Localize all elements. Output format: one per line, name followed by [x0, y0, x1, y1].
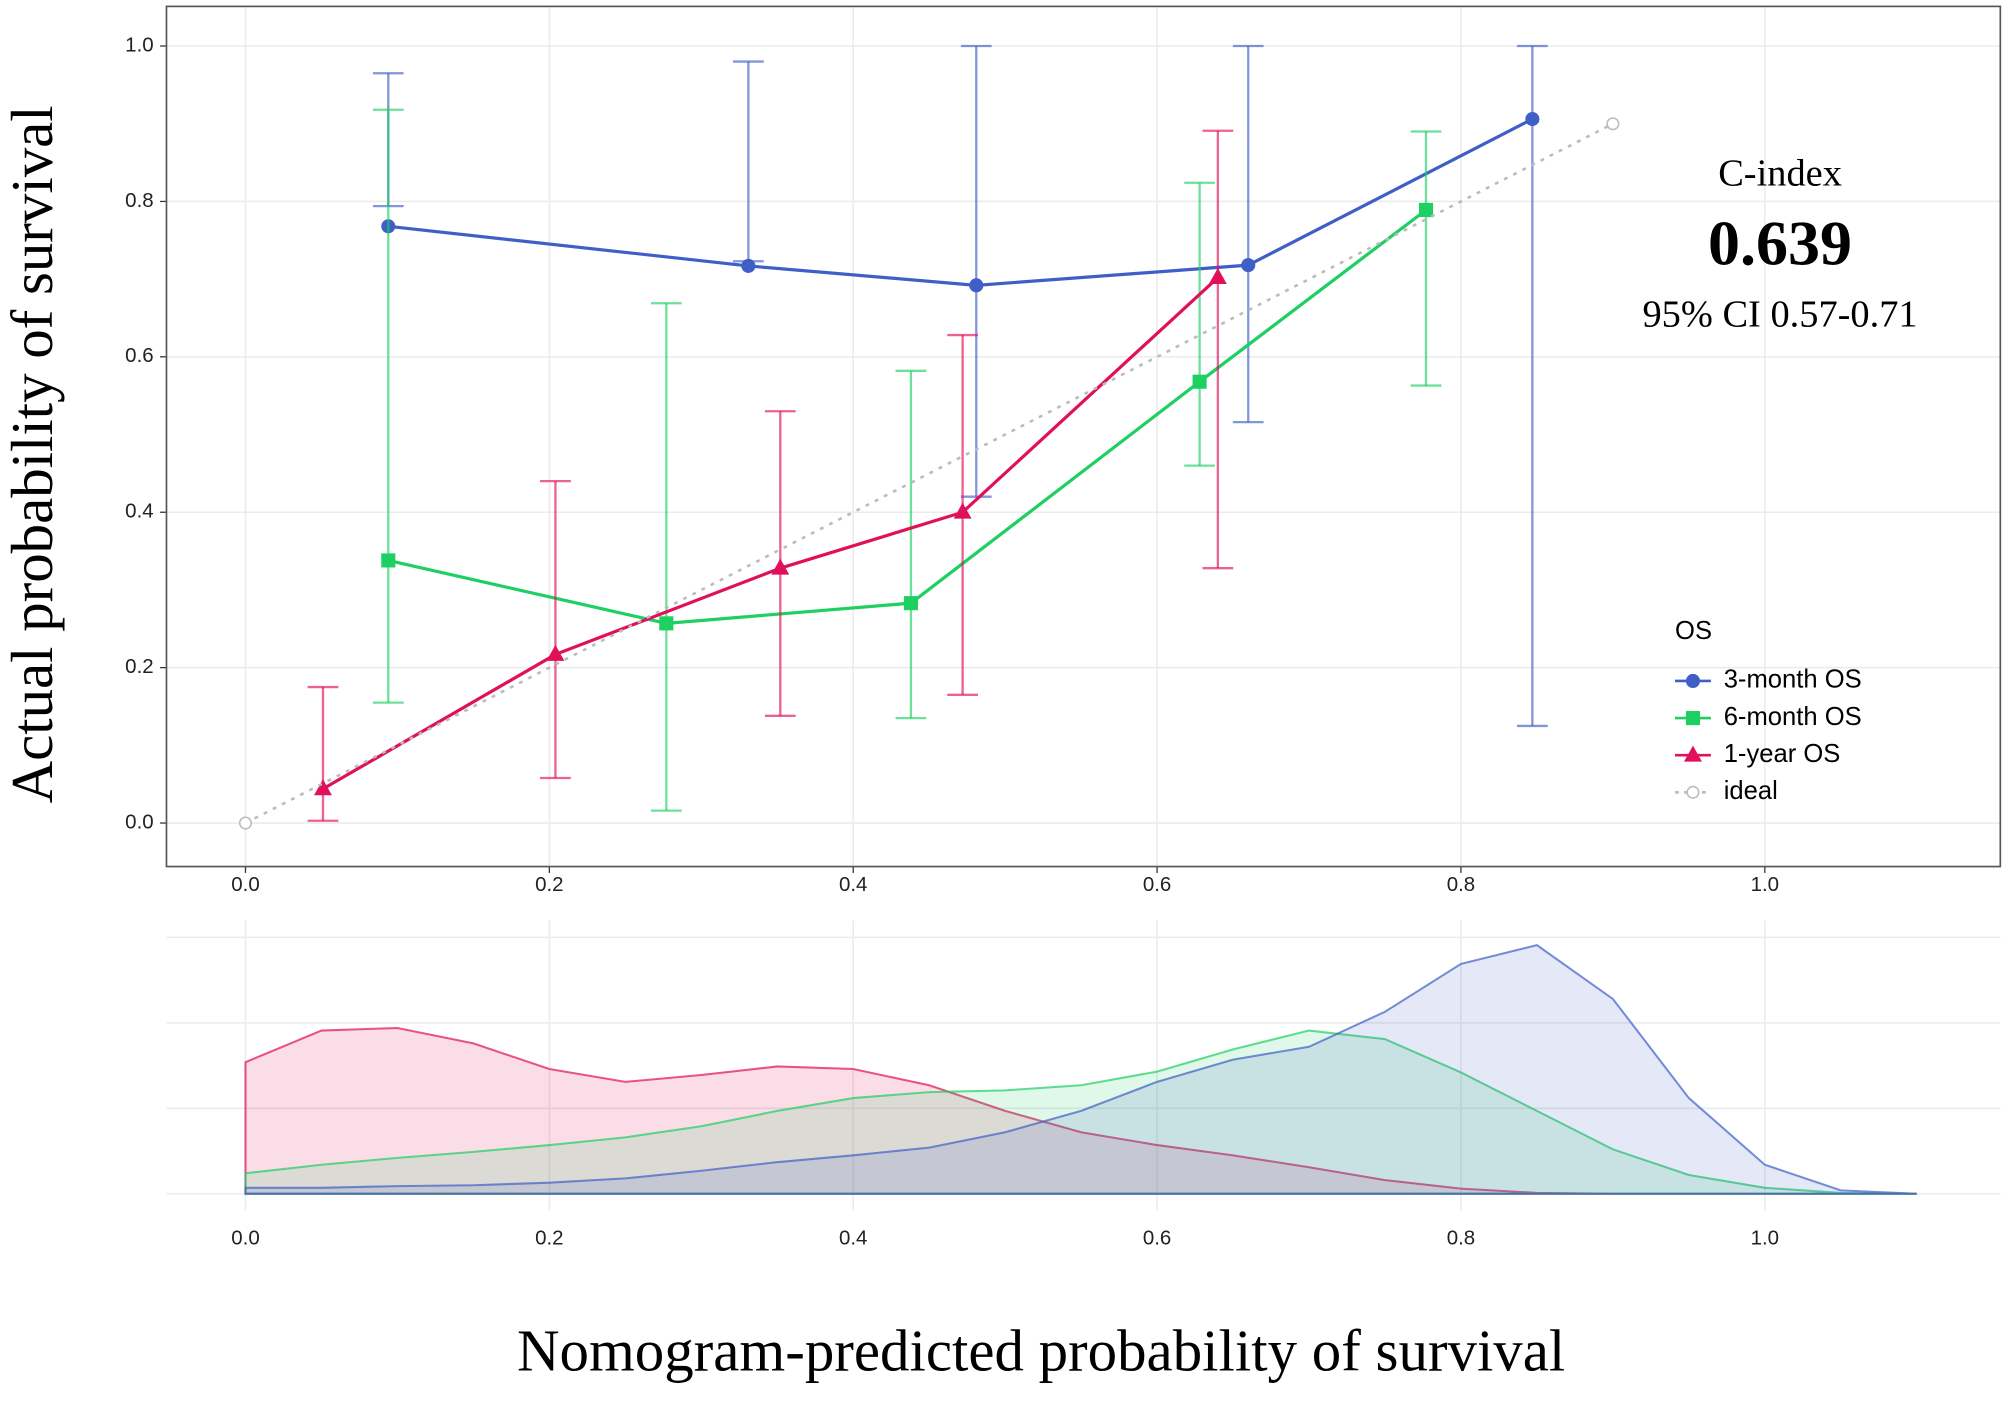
legend-marker [1685, 711, 1701, 726]
point [741, 258, 756, 273]
point [1606, 117, 1620, 131]
point [969, 278, 984, 293]
point [771, 558, 790, 575]
y-axis-title: Actual probability of survival [0, 105, 65, 803]
legend-label: ideal [1724, 777, 1778, 805]
x-tick-label: 0.4 [839, 1226, 867, 1249]
x-tick-label: 0.0 [231, 873, 259, 896]
density-area [244, 1029, 1917, 1195]
x-tick-label: 0.0 [231, 1226, 259, 1249]
point [1192, 374, 1207, 389]
x-axis-title: Nomogram-predicted probability of surviv… [517, 1318, 1565, 1383]
x-tick-label: 1.0 [1751, 873, 1779, 896]
cindex-ci: 95% CI 0.57-0.71 [1642, 293, 1917, 335]
legend-label: 1-year OS [1724, 740, 1841, 768]
point [1208, 267, 1227, 284]
legend-label: 6-month OS [1724, 703, 1862, 731]
point [1418, 202, 1434, 218]
y-tick-label: 0.6 [125, 344, 153, 367]
x-tick-label: 0.4 [839, 873, 867, 896]
point [953, 502, 972, 519]
error-bar [1202, 129, 1234, 570]
error-bar [895, 369, 927, 720]
plot-border [165, 5, 2002, 868]
cindex-value: 0.639 [1708, 207, 1852, 278]
density-area [244, 943, 1917, 1195]
y-tick-label: 1.0 [125, 33, 153, 56]
error-bar [1516, 44, 1548, 728]
legend-title: OS [1675, 617, 1712, 645]
x-tick-label: 0.8 [1447, 1226, 1475, 1249]
x-tick-label: 0.2 [535, 1226, 563, 1249]
error-bar [1184, 181, 1215, 467]
error-bar [650, 302, 682, 812]
x-tick-label: 1.0 [1751, 1226, 1779, 1249]
legend-marker [1684, 745, 1702, 762]
point [1241, 258, 1256, 273]
error-bar [307, 685, 339, 822]
point [659, 616, 674, 631]
error-bar [1410, 130, 1442, 387]
y-tick-label: 0.8 [125, 189, 153, 212]
point [314, 779, 332, 796]
point [546, 644, 565, 661]
x-tick-label: 0.6 [1143, 1226, 1171, 1249]
error-bar [372, 108, 404, 704]
error-bar [540, 480, 571, 780]
x-tick-label: 0.6 [1143, 873, 1171, 896]
x-tick-label: 0.8 [1447, 873, 1475, 896]
y-tick-label: 0.4 [125, 500, 153, 523]
legend-marker [1685, 673, 1701, 688]
x-tick-label: 0.2 [535, 873, 563, 896]
point [238, 816, 253, 830]
cindex-label: C-index [1718, 152, 1842, 194]
legend-marker [1686, 785, 1700, 799]
error-bar [1232, 44, 1264, 424]
point [1525, 112, 1540, 127]
error-bar [960, 44, 992, 498]
point [381, 553, 396, 568]
y-tick-label: 0.0 [125, 810, 153, 833]
point [903, 596, 918, 611]
legend-label: 3-month OS [1724, 666, 1862, 694]
y-tick-label: 0.2 [125, 655, 153, 678]
